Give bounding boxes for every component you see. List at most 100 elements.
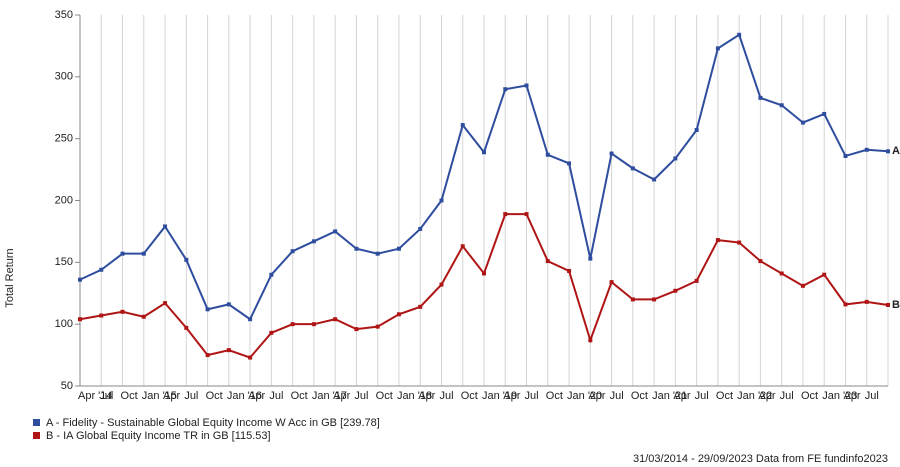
point: [609, 280, 614, 285]
x-tick-label: Oct: [376, 390, 393, 402]
y-axis-label: Total Return: [4, 248, 16, 307]
point: [609, 151, 614, 156]
point: [248, 317, 253, 322]
point: [248, 355, 253, 360]
point: [418, 226, 423, 231]
point: [375, 324, 380, 329]
x-tick-label: Jul: [610, 390, 624, 402]
point: [524, 83, 529, 88]
y-tick-label: 250: [55, 133, 73, 145]
x-tick-label: Jan '17: [312, 390, 347, 402]
x-tick-label: Oct: [206, 390, 223, 402]
point: [184, 257, 189, 262]
x-tick-label: Jan '21: [652, 390, 687, 402]
footer: 31/03/2014 - 29/09/2023 Data from FE fun…: [633, 453, 888, 465]
legend-swatch: [33, 419, 40, 426]
point: [800, 120, 805, 125]
point: [354, 327, 359, 332]
x-tick-label: Jan '19: [482, 390, 517, 402]
point: [715, 46, 720, 51]
x-tick-label: Oct: [801, 390, 818, 402]
point: [226, 348, 231, 353]
point: [758, 259, 763, 264]
point: [375, 251, 380, 256]
point: [269, 272, 274, 277]
point: [567, 268, 572, 273]
y-tick-label: 100: [55, 318, 73, 330]
x-tick-label: Apr: [673, 390, 690, 402]
y-tick-label: 200: [55, 194, 73, 206]
x-tick-label: Apr: [843, 390, 860, 402]
point: [822, 111, 827, 116]
x-tick-label: Oct: [546, 390, 563, 402]
point: [524, 212, 529, 217]
x-tick-label: Jan '15: [142, 390, 177, 402]
x-tick-label: Jul: [99, 390, 113, 402]
point: [290, 249, 295, 254]
x-tick-label: Apr: [588, 390, 605, 402]
point: [886, 302, 890, 307]
point: [800, 283, 805, 288]
point: [205, 307, 210, 312]
point: [163, 301, 168, 306]
point: [120, 309, 125, 314]
point: [290, 322, 295, 327]
point: [503, 87, 508, 92]
point: [630, 166, 635, 171]
point: [205, 353, 210, 358]
point: [78, 317, 82, 322]
x-tick-label: Jul: [865, 390, 879, 402]
point: [673, 288, 678, 293]
x-tick-label: Apr: [333, 390, 350, 402]
legend-label: A - Fidelity - Sustainable Global Equity…: [46, 417, 380, 429]
point: [630, 297, 635, 302]
point: [864, 147, 869, 152]
x-tick-label: Apr: [758, 390, 775, 402]
x-tick-label: Jan '18: [397, 390, 432, 402]
point: [886, 149, 890, 154]
point: [588, 256, 593, 261]
point: [141, 251, 146, 256]
point: [141, 314, 146, 319]
x-tick-label: Apr: [418, 390, 435, 402]
point: [843, 302, 848, 307]
point: [843, 153, 848, 158]
point: [396, 312, 401, 317]
point: [226, 302, 231, 307]
x-tick-label: Oct: [461, 390, 478, 402]
point: [460, 244, 465, 249]
point: [163, 224, 168, 229]
point: [822, 272, 827, 277]
point: [333, 229, 338, 234]
x-tick-label: Apr '14: [78, 390, 113, 402]
point: [99, 313, 104, 318]
x-tick-label: Jul: [269, 390, 283, 402]
point: [694, 128, 699, 133]
point: [482, 150, 486, 155]
point: [652, 177, 657, 182]
x-tick-label: Jul: [354, 390, 368, 402]
x-tick-label: Jan '16: [227, 390, 262, 402]
point: [184, 325, 189, 330]
point: [439, 282, 444, 287]
point: [567, 161, 572, 166]
point: [652, 297, 657, 302]
y-tick-label: 50: [61, 380, 73, 392]
point: [715, 238, 720, 243]
series-end-label: A: [892, 145, 900, 157]
x-tick-label: Apr: [163, 390, 180, 402]
point: [439, 198, 444, 203]
x-tick-label: Jul: [525, 390, 539, 402]
point: [99, 267, 104, 272]
x-tick-label: Jul: [439, 390, 453, 402]
point: [864, 299, 869, 304]
x-tick-label: Jul: [184, 390, 198, 402]
point: [588, 338, 593, 343]
x-tick-label: Oct: [631, 390, 648, 402]
point: [120, 251, 125, 256]
y-tick-label: 350: [55, 9, 73, 21]
point: [503, 212, 508, 217]
point: [396, 246, 401, 251]
point: [779, 103, 784, 108]
